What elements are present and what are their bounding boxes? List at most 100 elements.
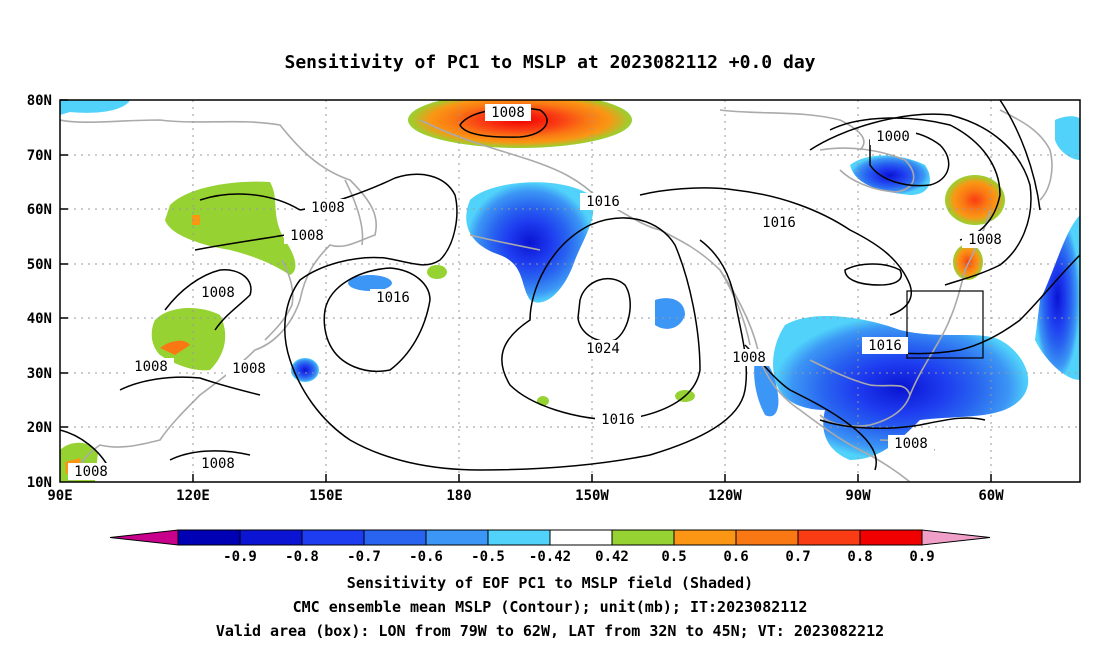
- lat-tick-label: 60N: [27, 202, 52, 218]
- shade-arctic-blue-left: [60, 100, 130, 115]
- contour-pacific-1024: [577, 277, 631, 342]
- lat-axis: [60, 99, 68, 428]
- shade-pacific-negative-small: [655, 298, 685, 329]
- coast-kamchatka: [344, 179, 364, 246]
- coast-arctic-islands: [719, 109, 865, 151]
- coast-aleutians: [469, 234, 541, 251]
- shade-east-china-orange: [160, 340, 190, 355]
- shade-nw-pacific-negative: [291, 358, 319, 382]
- lat-tick-label: 50N: [27, 257, 52, 273]
- contour-label: 1016: [586, 194, 620, 210]
- lat-tick-label: 80N: [27, 93, 52, 109]
- coast-greenland: [999, 109, 1053, 201]
- colorbar-segment: [487, 529, 551, 546]
- contour-label-group: 1008 1016 1008 1008 1008 1016 1008 1008 …: [68, 104, 1008, 480]
- coast-japan: [264, 259, 294, 341]
- colorbar: -0.9 -0.8 -0.7 -0.6 -0.5 -0.42 0.42 0.5 0.6 0.7 0.…: [109, 529, 991, 565]
- contour-caribbean-1008: [819, 417, 986, 429]
- colorbar-tick-label: -0.9: [223, 549, 257, 565]
- colorbar-tick-label: 0.42: [595, 549, 629, 565]
- lon-tick-label: 150E: [309, 488, 343, 504]
- contour-label: 1008: [732, 350, 766, 366]
- colorbar-arrow-high: [921, 529, 991, 546]
- contour-outer-1008-east: [639, 187, 912, 316]
- colorbar-segment: [859, 529, 923, 546]
- shade-arctic-positive: [408, 100, 632, 148]
- colorbar-segment: [363, 529, 427, 546]
- contour-label: 1008: [290, 228, 324, 244]
- colorbar-tick-label: -0.7: [347, 549, 381, 565]
- shade-east-china-positive: [151, 308, 226, 371]
- coast-north-america-west: [719, 269, 911, 482]
- shade-siberia-positive: [165, 181, 296, 275]
- lon-axis: [192, 474, 992, 482]
- shade-nw-pacific-positive: [427, 265, 447, 279]
- contour-nw-pacific-1016: [323, 267, 431, 372]
- colorbar-segment: [549, 529, 613, 546]
- contour-label: 1016: [868, 338, 902, 354]
- lat-tick-label: 70N: [27, 148, 52, 164]
- colorbar-tick-label: -0.6: [409, 549, 443, 565]
- colorbar-tick-label: -0.8: [285, 549, 319, 565]
- contour-label: 1008: [201, 456, 235, 472]
- contour-siberia-1008-a: [199, 193, 301, 211]
- lon-tick-label: 150W: [575, 488, 609, 504]
- contour-greenland-1016: [999, 100, 1041, 211]
- coast-eurasia: [60, 119, 377, 482]
- contour-outer-1008-west: [284, 173, 748, 471]
- contour-label: 1016: [762, 215, 796, 231]
- colorbar-segment: [239, 529, 303, 546]
- contour-hudson-1008: [829, 117, 1001, 241]
- contour-pacific-1016: [501, 217, 701, 421]
- colorbar-tick-label: 0.6: [723, 549, 748, 565]
- lon-tick-label: 90W: [845, 488, 871, 504]
- colorbar-tick-label: 0.9: [909, 549, 934, 565]
- contour-label: 1000: [876, 129, 910, 145]
- shade-labrador-positive: [945, 175, 1005, 225]
- colorbar-segment: [177, 529, 241, 546]
- lon-tick-label: 120E: [176, 488, 210, 504]
- contour-label: 1008: [201, 285, 235, 301]
- contour-label: 1008: [74, 464, 108, 480]
- contour-label: 1008: [894, 436, 928, 452]
- lon-tick-label: 60W: [978, 488, 1004, 504]
- contour-label: 1008: [134, 359, 168, 375]
- valid-area-box: [906, 290, 984, 359]
- contour-label: 1008: [491, 105, 525, 121]
- contour-label: 1016: [376, 290, 410, 306]
- shade-nova-scotia-positive: [953, 244, 983, 280]
- map-area: 1008 1016 1008 1008 1008 1016 1008 1008 …: [60, 100, 1080, 482]
- colorbar-tick-label: 0.7: [785, 549, 810, 565]
- colorbar-arrow-low: [109, 529, 179, 546]
- contour-philippines-1008: [169, 450, 251, 461]
- contour-label: 1008: [311, 200, 345, 216]
- lon-tick-label: 180: [446, 488, 471, 504]
- contour-label: 1016: [601, 412, 635, 428]
- caption-contour: CMC ensemble mean MSLP (Contour); unit(m…: [293, 598, 808, 616]
- figure-title: Sensitivity of PC1 to MSLP at 2023082112…: [284, 52, 815, 73]
- colorbar-tick-label: 0.5: [661, 549, 686, 565]
- lat-tick-label: 40N: [27, 311, 52, 327]
- contour-atlantic-1016: [879, 254, 1080, 355]
- lat-tick-label: 10N: [27, 475, 52, 491]
- lat-tick-label: 20N: [27, 420, 52, 436]
- shade-arctic-blue-right: [1055, 116, 1080, 160]
- caption-shaded: Sensitivity of EOF PC1 to MSLP field (Sh…: [347, 574, 753, 592]
- colorbar-tick-label: 0.8: [847, 549, 872, 565]
- contour-label: 1008: [232, 361, 266, 377]
- colorbar-segment: [735, 529, 799, 546]
- lon-tick-label: 90E: [47, 488, 72, 504]
- contour-central-us-1016: [844, 263, 902, 286]
- lat-tick-labels: 80N 70N 60N 50N 40N 30N 20N 10N: [27, 93, 52, 491]
- colorbar-segment: [611, 529, 675, 546]
- contour-canada-1016: [809, 113, 1032, 286]
- shade-gulf-of-alaska-negative: [466, 182, 594, 303]
- lat-tick-label: 30N: [27, 366, 52, 382]
- colorbar-segment: [425, 529, 489, 546]
- contour-label: 1024: [586, 341, 620, 357]
- map-frame: [59, 99, 1081, 483]
- contour-mexico-1008: [744, 344, 877, 471]
- lon-tick-label: 120W: [708, 488, 742, 504]
- contour-manchuria-1008: [164, 269, 252, 331]
